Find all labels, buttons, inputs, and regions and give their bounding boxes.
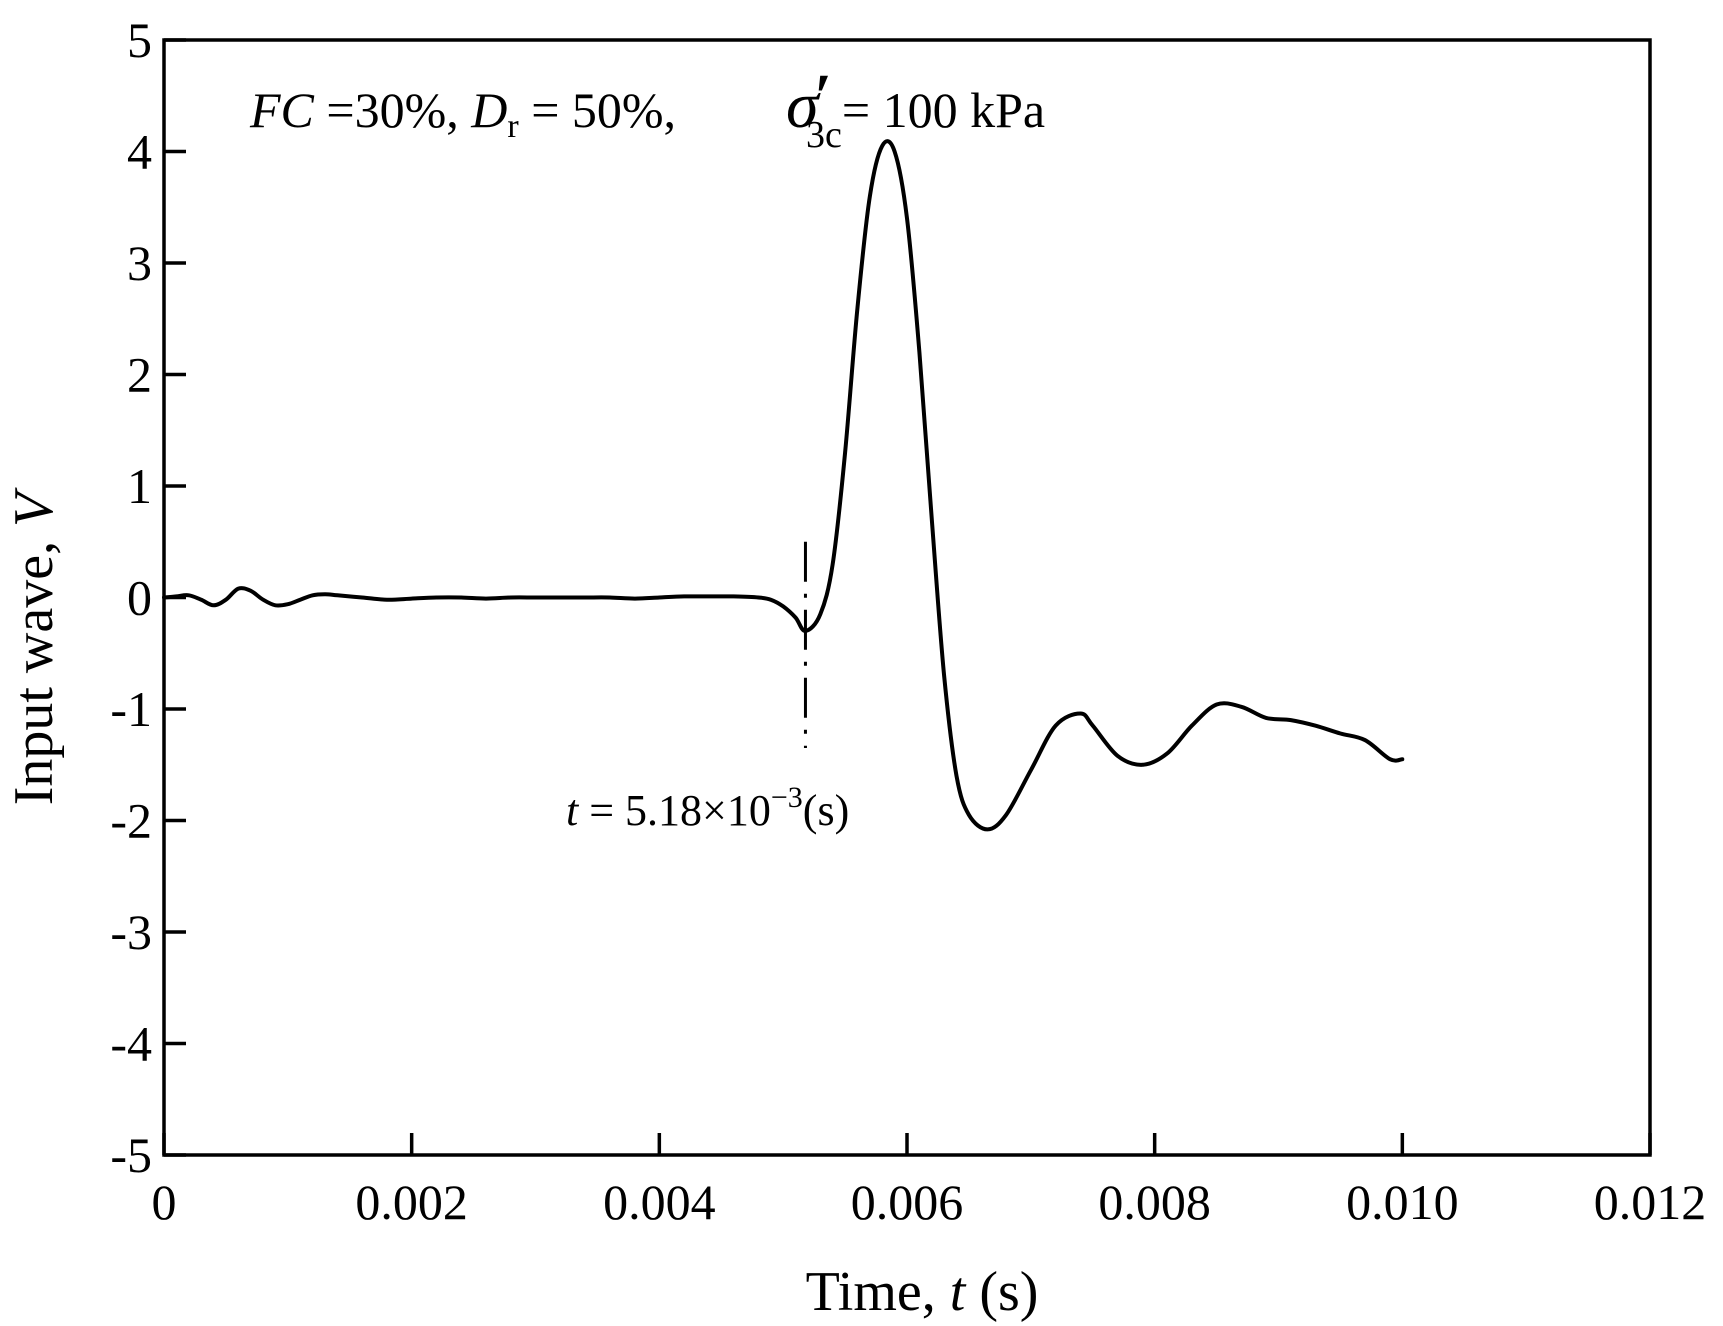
marker-label-exponent: −3 (771, 781, 803, 814)
y-axis-title: Input wave, V (3, 487, 65, 805)
y-tick-label: 4 (127, 124, 152, 180)
x-axis-title-suffix: (s) (965, 1261, 1038, 1323)
x-tick-label: 0.010 (1346, 1174, 1459, 1230)
y-tick-label: -3 (110, 904, 152, 960)
y-tick-label: -2 (110, 793, 152, 849)
condition-annotation: FC =30%, Dr = 50%, (249, 82, 676, 145)
y-tick-label: -1 (110, 681, 152, 737)
dr-subscript: r (507, 108, 519, 145)
x-axis-title-variable: t (950, 1261, 967, 1323)
x-tick-label: 0.002 (355, 1174, 468, 1230)
input-wave-line (162, 139, 1405, 832)
marker-label: t = 5.18×10−3(s) (566, 781, 849, 835)
fc-variable: FC (249, 82, 315, 138)
x-axis-title-prefix: Time, (806, 1261, 950, 1323)
sigma-symbol: σ (786, 69, 821, 142)
series-group (162, 139, 1405, 832)
y-tick-label: -5 (110, 1127, 152, 1183)
axis-tick-labels: 0 0.002 0.004 0.006 0.008 0.010 0.012 -5 -4 -3 -2 -… (110, 12, 1706, 1230)
x-axis-title: Time, t (s) (806, 1261, 1039, 1323)
x-tick-label: 0.012 (1594, 1174, 1707, 1230)
x-tick-label: 0.008 (1098, 1174, 1211, 1230)
y-tick-label: 5 (127, 12, 152, 68)
sigma-prime: ′ (815, 63, 832, 131)
marker-label-equation: = 5.18×10 (578, 786, 771, 835)
y-axis-title-variable: V (3, 487, 65, 527)
y-tick-label: 0 (127, 570, 152, 626)
y-axis-title-prefix: Input wave, (3, 527, 65, 805)
x-tick-label: 0 (152, 1174, 177, 1230)
sigma-value: = 100 kPa (842, 82, 1045, 138)
dr-value: = 50%, (519, 82, 676, 138)
fc-value: =30%, (314, 82, 471, 138)
dr-variable: D (470, 82, 507, 138)
marker-label-variable: t (566, 786, 580, 835)
sigma-subscript: 3c (806, 114, 842, 156)
y-tick-label: 1 (127, 458, 152, 514)
y-tick-label: 2 (127, 347, 152, 403)
marker-label-unit: (s) (803, 786, 849, 835)
y-tick-label: 3 (127, 235, 152, 291)
y-tick-label: -4 (110, 1016, 152, 1072)
sigma-annotation: σ′ 3c= 100 kPa (786, 63, 1045, 156)
x-tick-label: 0.006 (851, 1174, 964, 1230)
x-tick-label: 0.004 (603, 1174, 716, 1230)
